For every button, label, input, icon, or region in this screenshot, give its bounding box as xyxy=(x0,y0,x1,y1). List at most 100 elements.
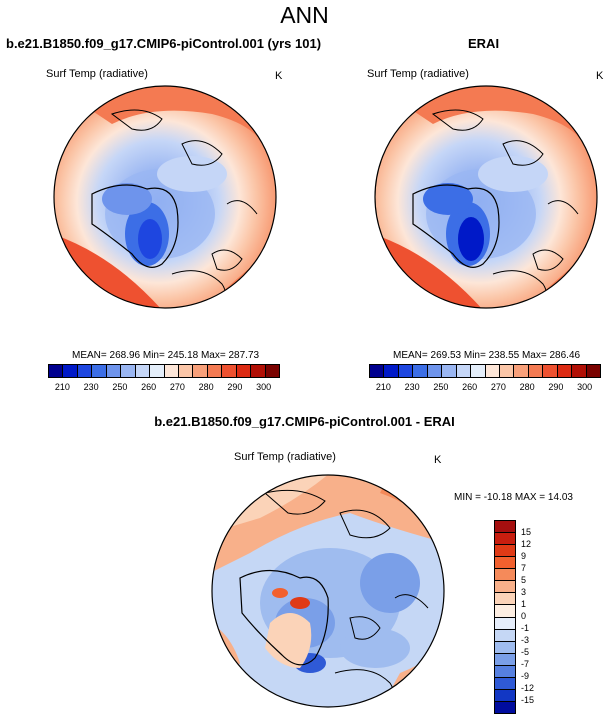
diff-variable-label: Surf Temp (radiative) xyxy=(234,451,336,463)
colorbar-swatch xyxy=(92,365,107,377)
colorbar-tick-label: -9 xyxy=(521,671,530,681)
colorbar-tick-label: 230 xyxy=(83,382,99,392)
colorbar-swatch xyxy=(384,365,399,377)
model-stats: MEAN= 268.96 Min= 245.18 Max= 287.73 xyxy=(72,350,260,361)
colorbar-swatch xyxy=(265,365,279,377)
colorbar-swatch xyxy=(495,617,515,630)
colorbar-swatch xyxy=(106,365,122,377)
diff-units-label: K xyxy=(434,454,442,466)
colorbar-tick-label: 9 xyxy=(521,551,527,561)
colorbar-swatch xyxy=(398,365,414,377)
colorbar-swatch xyxy=(456,365,472,377)
colorbar-swatch xyxy=(236,365,252,377)
colorbar-swatch xyxy=(495,581,515,594)
colorbar-tick-label: -5 xyxy=(521,647,530,657)
colorbar-tick-label: 260 xyxy=(462,382,478,392)
colorbar-swatch xyxy=(427,365,443,377)
diff-colorbar-ticks: 15 12 9 7 5 3 1 0 -1 -3 -5 -7 -9 -12 -15 xyxy=(521,520,561,712)
colorbar-swatch xyxy=(543,365,558,377)
diff-panel-title: b.e21.B1850.f09_g17.CMIP6-piControl.001 … xyxy=(154,414,455,429)
colorbar-swatch xyxy=(135,365,151,377)
colorbar-swatch xyxy=(557,365,573,377)
colorbar-tick-label: 15 xyxy=(521,527,532,537)
obs-colorbar-ticks: 210 230 250 260 270 280 290 300 xyxy=(369,382,599,394)
colorbar-swatch xyxy=(370,365,385,377)
model-units-label: K xyxy=(275,70,283,82)
colorbar-swatch xyxy=(150,365,165,377)
colorbar-swatch xyxy=(77,365,93,377)
colorbar-tick-label: 270 xyxy=(169,382,185,392)
model-colorbar-ticks: 210 230 250 260 270 280 290 300 xyxy=(48,382,278,394)
colorbar-swatch xyxy=(485,365,500,377)
colorbar-swatch xyxy=(413,365,428,377)
colorbar-swatch xyxy=(495,605,515,618)
colorbar-tick-label: 1 xyxy=(521,599,527,609)
colorbar-swatch xyxy=(63,365,78,377)
colorbar-tick-label: 0 xyxy=(521,611,527,621)
colorbar-swatch xyxy=(178,365,194,377)
obs-colorbar xyxy=(369,364,601,378)
colorbar-swatch xyxy=(495,665,515,678)
colorbar-swatch xyxy=(499,365,515,377)
colorbar-tick-label: 250 xyxy=(433,382,449,392)
colorbar-swatch xyxy=(495,629,515,642)
colorbar-swatch xyxy=(495,569,515,582)
obs-stats: MEAN= 269.53 Min= 238.55 Max= 286.46 xyxy=(393,350,581,361)
colorbar-tick-label: 270 xyxy=(490,382,506,392)
colorbar-tick-label: 250 xyxy=(112,382,128,392)
figure-title: ANN xyxy=(280,2,329,28)
model-colorbar xyxy=(48,364,280,378)
model-polar-map xyxy=(53,85,277,309)
colorbar-tick-label: -12 xyxy=(521,683,535,693)
obs-units-label: K xyxy=(596,70,604,82)
colorbar-swatch xyxy=(528,365,544,377)
obs-panel-title: ERAI xyxy=(468,36,500,51)
colorbar-tick-label: 300 xyxy=(577,382,593,392)
colorbar-tick-label: 210 xyxy=(54,382,70,392)
model-variable-label: Surf Temp (radiative) xyxy=(46,68,148,80)
colorbar-swatch xyxy=(442,365,457,377)
colorbar-swatch xyxy=(495,653,515,666)
colorbar-tick-label: 290 xyxy=(227,382,243,392)
colorbar-tick-label: -1 xyxy=(521,623,530,633)
colorbar-swatch xyxy=(49,365,64,377)
colorbar-tick-label: 210 xyxy=(375,382,391,392)
colorbar-tick-label: -3 xyxy=(521,635,530,645)
colorbar-swatch xyxy=(514,365,529,377)
colorbar-swatch xyxy=(222,365,237,377)
colorbar-swatch xyxy=(207,365,223,377)
colorbar-swatch xyxy=(495,545,515,558)
diff-polar-map xyxy=(211,474,445,708)
obs-variable-label: Surf Temp (radiative) xyxy=(367,68,469,80)
colorbar-swatch xyxy=(471,365,486,377)
diff-colorbar xyxy=(494,520,516,714)
colorbar-tick-label: 12 xyxy=(521,539,532,549)
colorbar-swatch xyxy=(164,365,179,377)
diff-stats: MIN = -10.18 MAX = 14.03 xyxy=(454,492,573,503)
colorbar-swatch xyxy=(495,701,515,713)
colorbar-tick-label: 280 xyxy=(519,382,535,392)
colorbar-tick-label: 300 xyxy=(256,382,272,392)
colorbar-tick-label: 260 xyxy=(141,382,157,392)
colorbar-swatch xyxy=(495,521,515,534)
colorbar-swatch xyxy=(495,677,515,690)
colorbar-swatch xyxy=(495,557,515,570)
colorbar-swatch xyxy=(251,365,266,377)
colorbar-swatch xyxy=(586,365,600,377)
colorbar-swatch xyxy=(121,365,136,377)
obs-polar-map xyxy=(374,85,598,309)
colorbar-swatch xyxy=(495,641,515,654)
colorbar-tick-label: 7 xyxy=(521,563,527,573)
colorbar-swatch xyxy=(495,689,515,702)
colorbar-tick-label: 3 xyxy=(521,587,527,597)
colorbar-tick-label: 290 xyxy=(548,382,564,392)
model-panel-title: b.e21.B1850.f09_g17.CMIP6-piControl.001 … xyxy=(6,36,322,51)
colorbar-swatch xyxy=(495,533,515,546)
colorbar-tick-label: 230 xyxy=(404,382,420,392)
colorbar-swatch xyxy=(495,593,515,606)
colorbar-swatch xyxy=(193,365,208,377)
colorbar-tick-label: 280 xyxy=(198,382,214,392)
colorbar-tick-label: -7 xyxy=(521,659,530,669)
colorbar-tick-label: -15 xyxy=(521,695,535,705)
colorbar-swatch xyxy=(572,365,587,377)
